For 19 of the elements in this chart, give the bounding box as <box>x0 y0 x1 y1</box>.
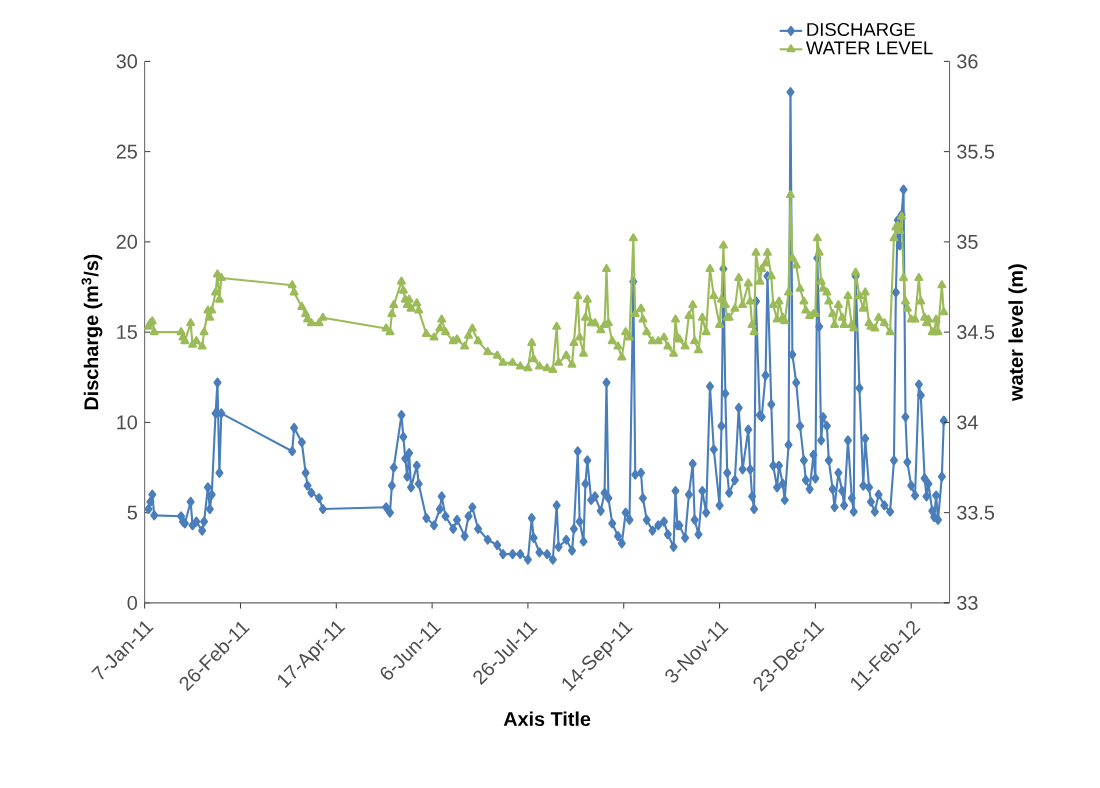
y-tick-label: 25 <box>116 144 137 159</box>
y2-tick-label: 34 <box>957 415 978 430</box>
y-tick-label: 5 <box>127 505 137 520</box>
y-tick-label: 15 <box>117 325 137 340</box>
y-tick-label: 10 <box>117 415 138 430</box>
legend-label: WATER LEVEL <box>805 41 933 55</box>
y2-tick-label: 35 <box>957 234 978 249</box>
y2-tick-label: 36 <box>957 54 978 69</box>
y-tick-label: 0 <box>127 595 138 610</box>
y-axis-title: Discharge (m$^{3}$/s) <box>81 254 103 410</box>
legend-label: DISCHARGE <box>807 22 915 37</box>
y-tick-label: 30 <box>116 54 138 69</box>
y2-tick-label: 35.5 <box>957 144 995 159</box>
y2-tick-label: 33.5 <box>957 505 995 520</box>
y2-axis-title: water level (m) <box>1008 264 1027 401</box>
y2-tick-label: 33 <box>957 595 978 610</box>
y-tick-label: 20 <box>116 234 138 249</box>
y2-tick-label: 34.5 <box>957 325 995 340</box>
x-axis-title: Axis Title <box>503 711 591 726</box>
